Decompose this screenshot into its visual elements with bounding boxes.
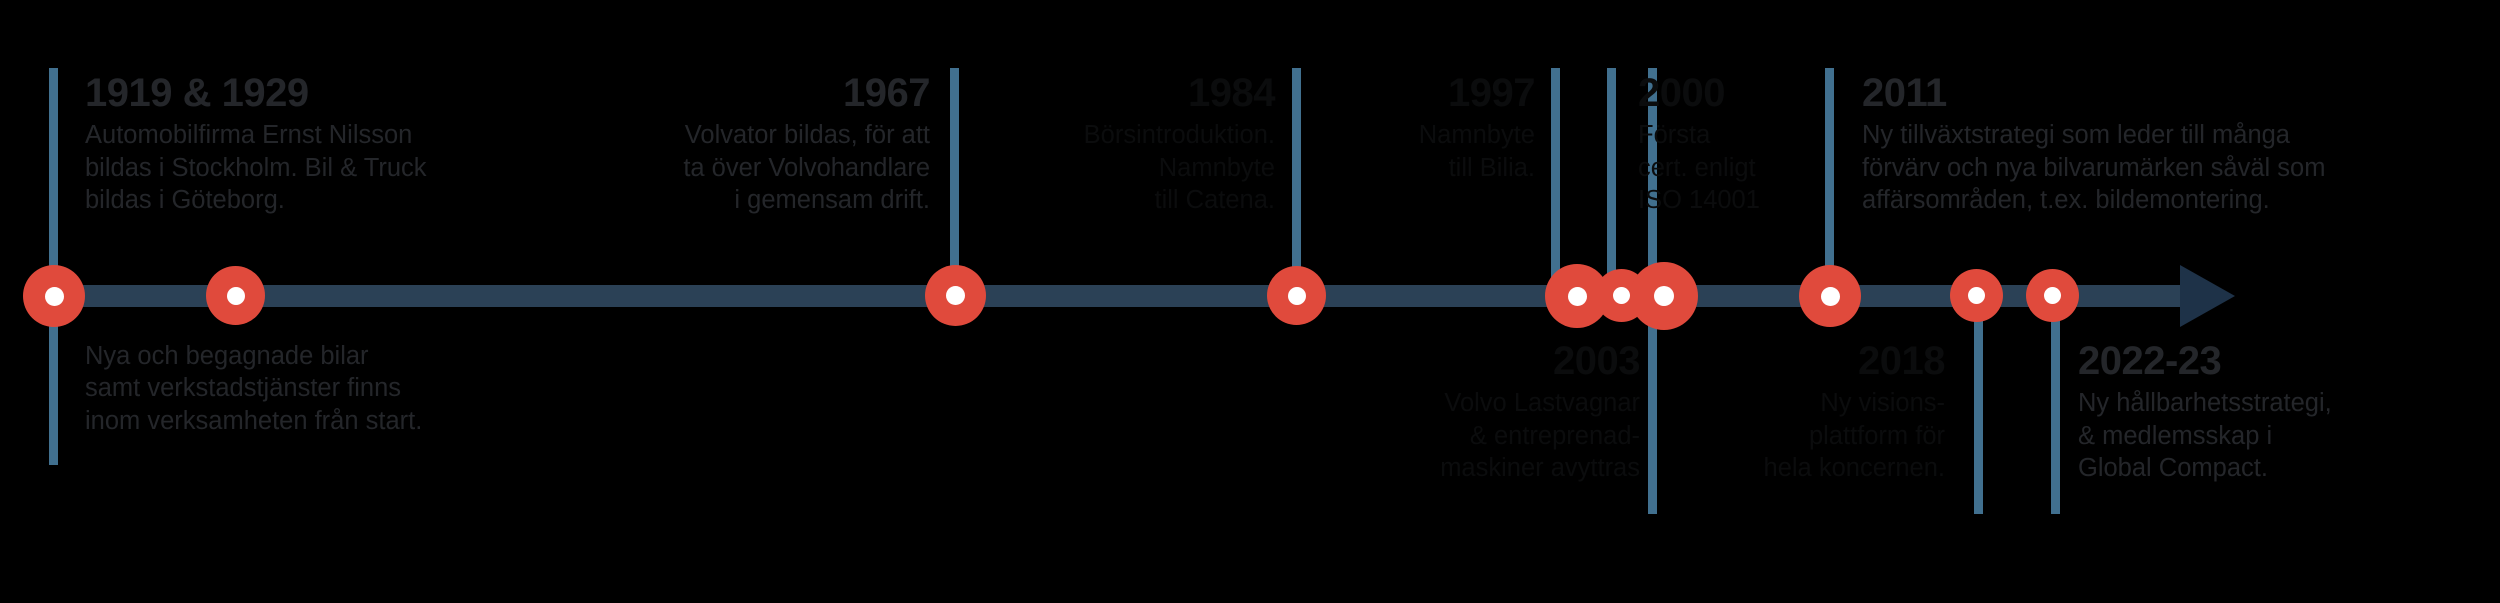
timeline-axis-line <box>30 285 2210 307</box>
timeline-node-1919[interactable] <box>23 265 85 327</box>
node-core-icon <box>1287 286 1306 305</box>
stem-start <box>49 285 58 465</box>
entry-year: 1919 & 1929 <box>85 71 309 115</box>
node-core-icon <box>946 286 965 305</box>
stem-2003 <box>1648 296 1657 514</box>
entry-year: 2000 <box>1638 71 1725 115</box>
timeline-entry-1997: 1997 Namnbyte till Bilia. <box>1200 71 1536 184</box>
entry-year: 2022-23 <box>2078 339 2222 383</box>
entry-description: Volvator bildas, för att ta över Volvoha… <box>683 121 930 215</box>
timeline-entry-2018: 2018 Ny visions- plattform för hela konc… <box>1670 339 1946 485</box>
node-core-icon <box>1613 287 1630 304</box>
timeline-entry-2003: 2003 Volvo Lastvagnar & entreprenad- mas… <box>1330 340 1640 485</box>
node-core-icon <box>226 286 245 305</box>
entry-year: 1984 <box>1188 71 1275 115</box>
entry-description: Nya och begagnade bilar samt verkstadstj… <box>85 342 423 435</box>
timeline-entry-1984: 1984 Börsintroduktion. Namnbyte till Cat… <box>830 71 1276 217</box>
entry-description: Ny visions- plattform för hela koncernen… <box>1763 389 1945 483</box>
timeline-entry-2022-23: 2022-23 Ny hållbarhetsstrategi, & medlem… <box>2078 340 2498 485</box>
node-core-icon <box>1654 286 1674 306</box>
entry-year: 1967 <box>843 71 930 115</box>
node-core-icon <box>1968 287 1985 304</box>
entry-description: Börsintroduktion. Namnbyte till Catena. <box>1083 121 1275 215</box>
stem-1919 <box>49 68 58 308</box>
timeline-node-2000[interactable] <box>1630 262 1698 330</box>
entry-year: 1997 <box>1448 71 1535 115</box>
timeline-entry-1919-1929: 1919 & 1929 Automobilfirma Ernst Nilsson… <box>85 72 605 217</box>
timeline-entry-2000: 2000 Första cert. enligt ISO 14001 <box>1638 72 1938 217</box>
timeline-entry-2011: 2011 Ny tillväxtstrategi som leder till … <box>1862 72 2500 217</box>
stem-1984 <box>1292 68 1301 296</box>
stem-2011 <box>1825 68 1834 296</box>
timeline-node-1929[interactable] <box>206 266 265 325</box>
entry-description: Volvo Lastvagnar & entreprenad- maskiner… <box>1440 389 1640 483</box>
node-core-icon <box>1567 286 1587 306</box>
stem-1997a <box>1551 68 1560 296</box>
node-core-icon <box>2044 287 2061 304</box>
entry-description: Ny hållbarhetsstrategi, & medlemsskap i … <box>2078 389 2332 483</box>
entry-year: 2003 <box>1553 339 1640 383</box>
timeline-node-2011[interactable] <box>1799 265 1861 327</box>
timeline-node-2022[interactable] <box>2026 269 2079 322</box>
timeline-node-2018[interactable] <box>1950 269 2003 322</box>
timeline-arrow-icon <box>2180 265 2235 327</box>
entry-description: Ny tillväxtstrategi som leder till många… <box>1862 121 2326 215</box>
stem-1967 <box>950 68 959 296</box>
node-core-icon <box>1820 286 1840 306</box>
timeline-entry-start: Nya och begagnade bilar samt verkstadstj… <box>85 340 605 437</box>
entry-description: Namnbyte till Bilia. <box>1418 121 1535 182</box>
stem-1997b <box>1607 68 1616 296</box>
entry-description: Automobilfirma Ernst Nilsson bildas i St… <box>85 121 427 215</box>
node-core-icon <box>44 286 64 306</box>
entry-year: 2011 <box>1862 71 1947 115</box>
stem-2018 <box>1974 296 1983 514</box>
timeline-node-1984[interactable] <box>1267 266 1326 325</box>
timeline-node-1967[interactable] <box>925 265 986 326</box>
timeline-entry-1967: 1967 Volvator bildas, för att ta över Vo… <box>420 72 930 217</box>
entry-year: 2018 <box>1858 339 1945 383</box>
entry-description: Första cert. enligt ISO 14001 <box>1638 121 1760 215</box>
stem-2022 <box>2051 296 2060 514</box>
stem-2000 <box>1648 68 1657 296</box>
